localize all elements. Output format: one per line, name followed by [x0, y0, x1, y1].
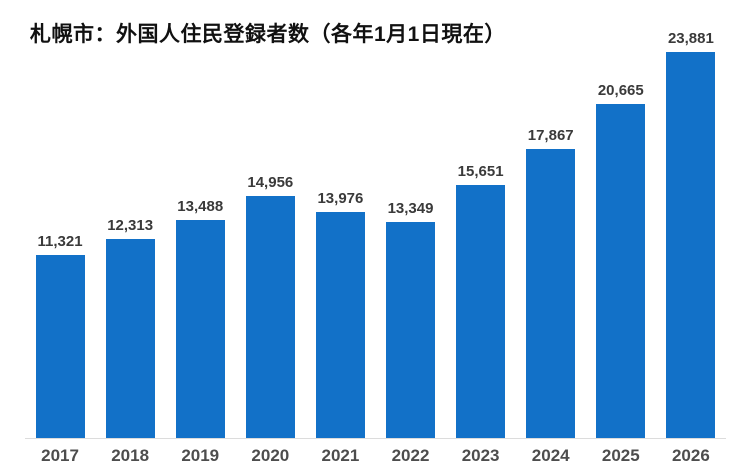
- bar-column: 11,321: [25, 233, 95, 438]
- bar-value-label: 13,976: [317, 190, 364, 207]
- bar: [105, 239, 155, 438]
- bar-column: 17,867: [516, 127, 586, 438]
- bar-value-label: 15,651: [457, 163, 504, 180]
- bar-column: 13,349: [375, 200, 445, 438]
- bar-column: 13,976: [305, 190, 375, 438]
- bar: [526, 149, 576, 438]
- bar: [35, 255, 85, 438]
- bar-column: 20,665: [586, 82, 656, 438]
- x-tick-label: 2019: [181, 446, 220, 465]
- x-axis: 2017 2018 2019 2020 2021 2022 2023 2024 2025 2026: [25, 439, 726, 466]
- bar: [596, 104, 646, 438]
- bar-value-label: 11,321: [37, 233, 83, 250]
- bar-value-label: 20,665: [597, 82, 644, 99]
- bar-value-label: 14,956: [247, 174, 294, 191]
- x-tick-label: 2022: [391, 446, 430, 465]
- x-tick-label: 2018: [111, 446, 150, 465]
- x-tick-label: 2023: [461, 446, 500, 465]
- bar-column: 14,956: [235, 174, 305, 438]
- bar-value-label: 17,867: [527, 127, 574, 144]
- plot-area: 11,321 12,313 13,488 14,956 13,976 13,349 15,6…: [25, 0, 726, 439]
- x-tick-label: 2020: [251, 446, 290, 465]
- bar: [666, 52, 716, 438]
- bar: [386, 222, 436, 438]
- bar-value-label: 13,349: [387, 200, 434, 217]
- bar-column: 13,488: [165, 198, 235, 438]
- bar-column: 12,313: [95, 217, 165, 438]
- bar-value-label: 13,488: [177, 198, 224, 215]
- x-tick-label: 2026: [671, 446, 710, 465]
- x-tick-label: 2025: [601, 446, 640, 465]
- chart-title: 札幌市：外国人住民登録者数（各年1月1日現在）: [30, 23, 506, 46]
- bar: [175, 220, 225, 438]
- x-tick-label: 2021: [321, 446, 360, 465]
- x-tick-label: 2017: [41, 446, 79, 465]
- bar: [456, 185, 506, 438]
- bar-value-label: 23,881: [667, 30, 714, 47]
- bar: [245, 196, 295, 438]
- bar: [315, 212, 365, 438]
- x-tick-label: 2024: [531, 446, 570, 465]
- bar-column: 23,881: [656, 30, 726, 438]
- bar-column: 15,651: [446, 163, 516, 438]
- bar-value-label: 12,313: [107, 217, 154, 234]
